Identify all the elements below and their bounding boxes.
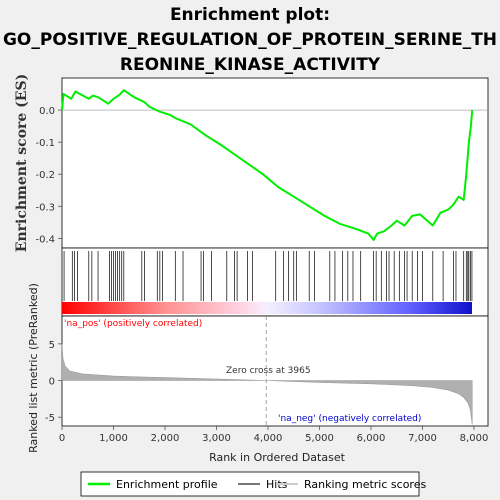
es-tick-label: -0.4 bbox=[35, 234, 55, 245]
x-tick-label: 3,000 bbox=[202, 433, 231, 444]
enrichment-profile-line bbox=[61, 89, 474, 241]
legend-enrichment-label: Enrichment profile bbox=[116, 478, 218, 491]
chart-title-line-1: Enrichment plot: bbox=[170, 5, 330, 25]
x-axis-label: Rank in Ordered Dataset bbox=[209, 451, 346, 464]
x-tick-label: 8,000 bbox=[460, 433, 489, 444]
es-tick-label: -0.2 bbox=[35, 170, 55, 181]
enrichment-curve bbox=[61, 89, 474, 241]
x-tick-label: 4,000 bbox=[254, 433, 283, 444]
x-tick-label: 0 bbox=[59, 433, 65, 444]
metric-tick-label: 5 bbox=[49, 340, 55, 351]
es-panel bbox=[61, 77, 489, 249]
ranking-metric-area bbox=[61, 343, 473, 425]
metric-y-axis-label: Ranked list metric (PreRanked) bbox=[27, 283, 40, 453]
es-tick-label: -0.1 bbox=[35, 138, 55, 149]
legend-metric-label: Ranking metric scores bbox=[304, 478, 426, 491]
x-tick-label: 2,000 bbox=[151, 433, 180, 444]
x-tick-label: 6,000 bbox=[357, 433, 386, 444]
chart-title-line-3: REONINE_KINASE_ACTIVITY bbox=[120, 55, 381, 75]
neg-correlated-label: 'na_neg' (negatively correlated) bbox=[278, 414, 421, 424]
pos-correlated-label: 'na_pos' (positively correlated) bbox=[64, 319, 202, 329]
chart-title-line-2: GO_POSITIVE_REGULATION_OF_PROTEIN_SERINE… bbox=[3, 30, 497, 50]
es-tick-label: -0.3 bbox=[35, 202, 55, 213]
x-tick-label: 7,000 bbox=[408, 433, 437, 444]
metric-area bbox=[61, 343, 473, 425]
x-tick-label: 1,000 bbox=[99, 433, 128, 444]
metric-panel bbox=[61, 315, 489, 427]
rank-color-bar bbox=[62, 302, 472, 314]
hit-marks bbox=[63, 251, 473, 301]
es-y-axis-label: Enrichment score (ES) bbox=[14, 74, 30, 252]
metric-tick-label: -5 bbox=[45, 413, 55, 424]
x-axis-ticks: 0 1,000 2,000 3,000 4,000 5,000 6,000 7,000 8,00… bbox=[59, 426, 489, 444]
es-tick-label: 0.0 bbox=[39, 106, 55, 117]
zero-cross-label: Zero cross at 3965 bbox=[226, 366, 311, 376]
x-tick-label: 5,000 bbox=[305, 433, 334, 444]
metric-y-axis-ticks: 5 0 -5 bbox=[45, 340, 62, 424]
metric-tick-label: 0 bbox=[49, 377, 55, 388]
es-y-axis-ticks: 0.0 -0.1 -0.2 -0.3 -0.4 bbox=[35, 106, 62, 245]
